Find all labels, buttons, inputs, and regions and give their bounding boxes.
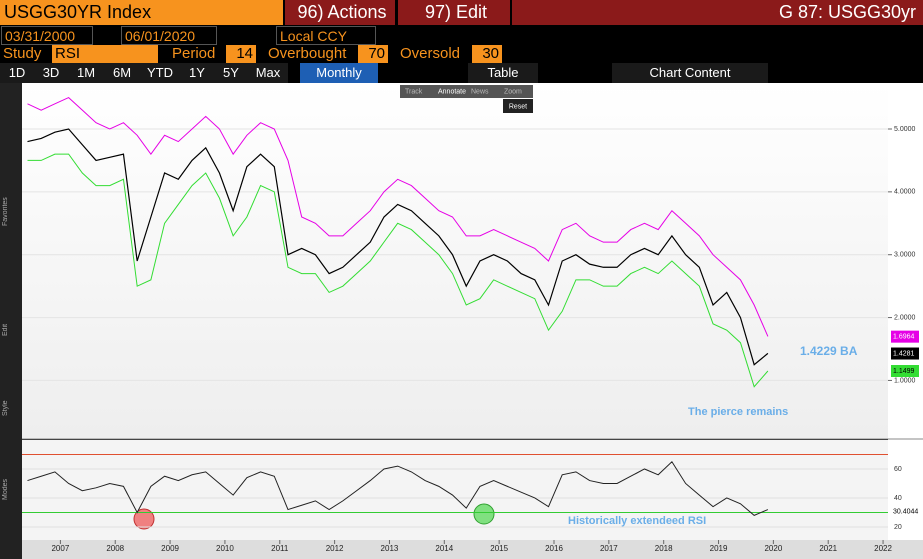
price-line [27, 153, 769, 388]
y-tick-label: 4.0000 [894, 189, 916, 196]
edit-menu[interactable]: 97) Edit [398, 0, 510, 25]
period-button[interactable]: 5Y [214, 63, 248, 83]
period-button[interactable]: 1D [0, 63, 34, 83]
side-label: Favorites [2, 197, 9, 226]
x-tick-label: 2019 [710, 544, 728, 553]
overbought[interactable]: 70 [358, 45, 388, 63]
side-label: Edit [2, 323, 9, 336]
y-tick-label: 1.0000 [894, 377, 916, 384]
x-tick-label: 2007 [51, 544, 69, 553]
last-value-tag [891, 330, 919, 343]
tool-strip [0, 83, 22, 559]
rsi-tick-label: 60 [894, 466, 902, 473]
x-tick-label: 2009 [161, 544, 179, 553]
last-value-label: 30.4044 [893, 509, 918, 516]
rsi-tick-label: 20 [894, 524, 902, 531]
last-value-label: 1.6964 [893, 333, 915, 340]
x-tick-label: 2022 [874, 544, 892, 553]
x-tick-label: 2013 [381, 544, 399, 553]
chart: Reset 1.4229 BA The pierce remains Histo… [22, 83, 923, 559]
last-value-label: 1.1499 [893, 368, 915, 375]
last-value-tag [891, 347, 919, 360]
x-axis-strip [22, 540, 923, 559]
annotation: Historically extendeed RSI [568, 515, 706, 527]
study-label: Study [3, 45, 42, 62]
table-button[interactable]: Table [468, 63, 538, 83]
x-tick-label: 2016 [545, 544, 563, 553]
annotation: 1.4229 BA [800, 344, 858, 358]
security-field[interactable]: USGG30YR Index [0, 0, 283, 25]
x-tick-label: 2012 [326, 544, 344, 553]
chart-tools [400, 85, 533, 98]
reset-button[interactable] [503, 99, 533, 113]
side-label: Modes [2, 478, 9, 500]
overbought-label: Overbought [268, 45, 347, 62]
x-tick-label: 2014 [435, 544, 453, 553]
rsi-pane [22, 440, 888, 540]
period-label: Period [172, 45, 216, 62]
period-button[interactable]: 1Y [180, 63, 214, 83]
price-line [27, 128, 769, 366]
title-bar [512, 0, 923, 25]
x-tick-label: 2017 [600, 544, 618, 553]
side-label: Style [2, 400, 9, 416]
x-tick-label: 2015 [490, 544, 508, 553]
y-tick-label: 3.0000 [894, 252, 916, 259]
chart-tool: Track [405, 88, 423, 95]
last-value-tag [891, 365, 919, 378]
actions-menu[interactable]: 96) Actions [285, 0, 395, 25]
start-date[interactable]: 03/31/2000 [1, 26, 93, 45]
period-button[interactable]: Max [248, 63, 288, 83]
chart-tool: Zoom [504, 88, 522, 95]
period[interactable]: 14 [226, 45, 256, 63]
period-button[interactable]: YTD [140, 63, 180, 83]
x-tick-label: 2008 [106, 544, 124, 553]
reset-label: Reset [509, 103, 527, 110]
y-tick-label: 5.0000 [894, 126, 916, 133]
period-button[interactable]: 1M [68, 63, 104, 83]
oversold-label: Oversold [400, 45, 461, 62]
chart-content-button[interactable]: Chart Content [612, 63, 768, 83]
last-value-tag [891, 505, 919, 518]
page-code: G 87: USGG30yr [778, 2, 916, 22]
period-button[interactable]: 6M [104, 63, 140, 83]
y-axis-strip [888, 83, 923, 540]
rsi-highlight [133, 508, 155, 530]
end-date[interactable]: 06/01/2020 [121, 26, 217, 45]
period-buttons: 1D 3D 1M 6M YTD 1Y 5Y Max [0, 63, 300, 83]
x-tick-label: 2020 [764, 544, 782, 553]
x-tick-label: 2021 [819, 544, 837, 553]
last-value-label: 1.4281 [893, 350, 915, 357]
study-name[interactable]: RSI [52, 45, 158, 63]
annotation: The pierce remains [688, 406, 788, 418]
rsi-line [27, 460, 769, 516]
x-tick-label: 2010 [216, 544, 234, 553]
chart-tool: News [471, 88, 489, 95]
chart-tool: Annotate [438, 88, 466, 95]
oversold[interactable]: 30 [472, 45, 502, 63]
rsi-tick-label: 40 [894, 495, 902, 502]
frequency-button[interactable]: Monthly [300, 63, 378, 83]
price-line [27, 96, 769, 337]
x-tick-label: 2011 [271, 544, 289, 553]
x-tick-label: 2018 [655, 544, 673, 553]
currency[interactable]: Local CCY [276, 26, 376, 45]
y-tick-label: 2.0000 [894, 314, 916, 321]
period-button[interactable]: 3D [34, 63, 68, 83]
rsi-highlight [473, 503, 495, 525]
